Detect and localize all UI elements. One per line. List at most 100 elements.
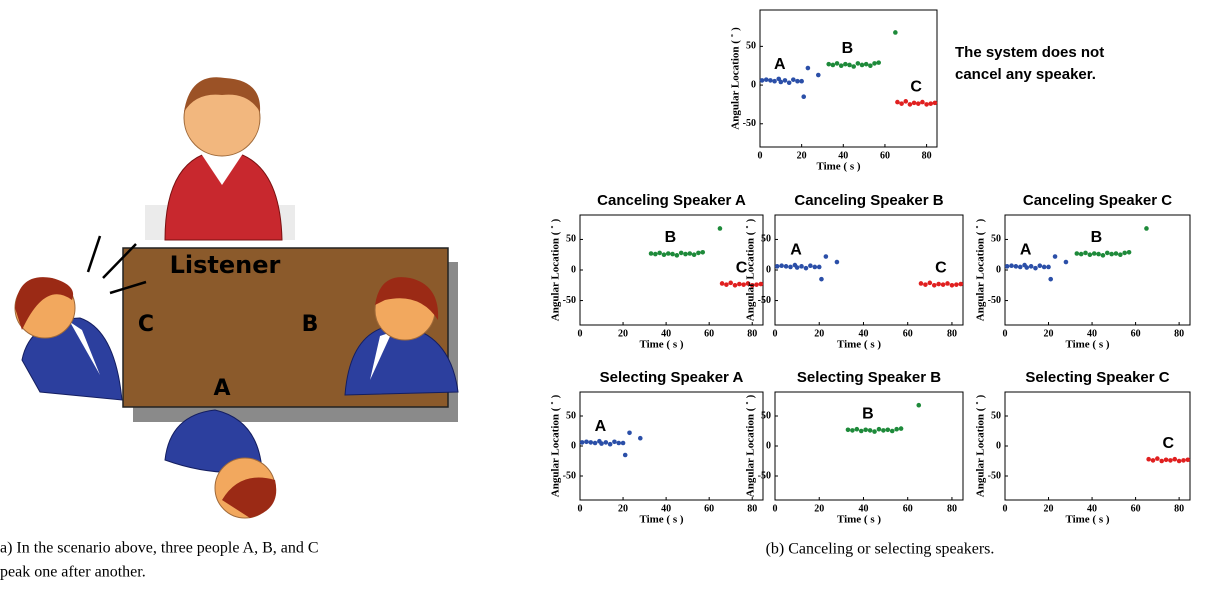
series-label: A [1020,242,1032,259]
series-label: B [862,405,874,422]
y-axis-label: Angular Location ( ˚ ) [550,218,562,321]
data-point [894,426,899,432]
x-tick-label: 80 [922,150,932,161]
person-c-collar [70,322,100,375]
listener-label: Listener [170,251,281,279]
data-point [778,79,784,85]
data-point [808,263,813,269]
person-b-hair [375,277,439,320]
data-point [812,264,818,270]
x-tick-label: 20 [814,503,824,514]
x-tick-label: 40 [1087,328,1097,339]
data-point [801,94,807,99]
y-axis-label: Angular Location ( ˚ ) [975,394,987,497]
y-tick-label: -50 [758,470,771,481]
data-point [1146,456,1151,462]
data-point [854,426,860,432]
x-tick-label: 60 [1131,503,1141,514]
x-tick-label: 20 [797,150,807,161]
data-point [898,426,904,431]
y-tick-label: -50 [743,118,756,129]
x-tick-label: 80 [947,503,957,514]
sound-line [109,280,147,295]
data-point [737,281,742,287]
data-point [754,282,759,287]
x-tick-label: 60 [903,328,913,339]
x-tick-label: 0 [758,150,763,161]
data-point [834,61,840,66]
x-axis-label: Time ( s ) [1065,514,1109,526]
data-point [700,249,706,255]
x-tick-label: 60 [880,150,890,161]
x-tick-label: 20 [618,328,628,339]
data-point [876,426,882,432]
data-point [782,78,788,83]
data-point [843,61,848,67]
data-point [717,226,723,231]
data-point [816,72,821,78]
listener-collar [200,152,244,185]
data-point [622,452,628,458]
data-point [674,253,680,258]
data-point [1063,259,1069,265]
y-axis-label: Angular Location ( ˚ ) [730,27,742,130]
data-point [927,280,933,286]
data-point [1046,264,1051,270]
data-point [579,440,585,445]
x-tick-label: 0 [578,503,583,514]
data-point [1109,251,1114,257]
data-point [1163,457,1169,463]
chart-note: The system does not [955,44,1104,61]
data-point [918,281,924,286]
person-a-hair [222,477,277,518]
x-tick-label: 0 [773,503,778,514]
data-point [670,251,675,257]
data-point [657,250,662,256]
y-axis-label: Angular Location ( ˚ ) [550,394,562,497]
data-point [607,441,613,447]
data-point [932,100,938,106]
x-tick-label: 0 [773,328,778,339]
data-point [823,254,829,259]
data-point [1078,251,1084,257]
x-tick-label: 20 [1044,503,1054,514]
data-point [826,61,832,67]
data-point [794,265,800,270]
data-point [1013,264,1019,269]
data-point [851,64,857,69]
caption-a: a) In the scenario above, three people A… [0,540,319,557]
data-point [799,78,804,84]
x-tick-label: 0 [1003,328,1008,339]
y-axis-label: Angular Location ( ˚ ) [745,218,757,321]
x-tick-label: 40 [1087,503,1097,514]
data-point [872,429,877,434]
data-point [1083,250,1088,256]
seat-label: A [213,376,230,401]
data-point [612,439,617,445]
person-b-collar [370,332,392,380]
seat-label: B [302,312,319,337]
data-point [687,251,693,256]
series-label: C [910,78,922,95]
data-point [1009,263,1014,269]
x-tick-label: 80 [947,328,957,339]
x-axis-label: Time ( s ) [816,161,860,173]
data-point [741,282,746,287]
data-point [895,99,900,105]
data-point [1104,250,1110,256]
data-point [936,281,941,287]
data-point [616,440,622,446]
data-point [683,251,688,257]
data-point [791,77,796,82]
seat-label: C [138,312,154,337]
data-point [678,250,684,256]
x-axis-label: Time ( s ) [639,514,683,526]
y-tick-label: 50 [566,410,576,421]
data-point [847,62,852,68]
series-label: B [842,40,854,57]
series-label: A [790,242,802,259]
data-point [945,281,950,286]
data-point [786,80,792,86]
data-point [691,252,697,258]
chart-title: Canceling Speaker C [1023,192,1172,209]
